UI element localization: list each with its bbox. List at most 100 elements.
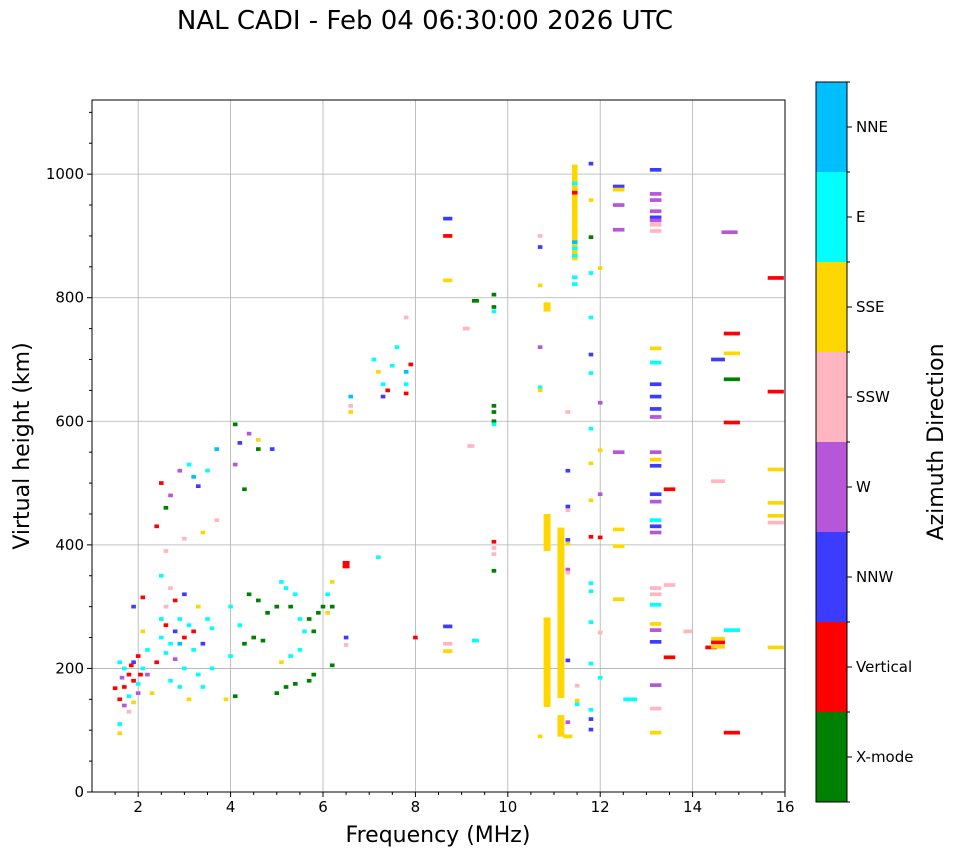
data-mark-nnw [588,161,594,166]
colorbar-tick-label: NNW [856,568,893,586]
data-mark-nnw [649,394,662,399]
data-mark-nnw [649,463,662,468]
data-mark-sse [565,541,571,546]
data-mark-nnw [565,658,571,663]
data-mark-nnw [565,504,571,509]
data-mark-sse [597,266,603,270]
data-mark-ssw [168,586,173,590]
data-mark-e [649,360,662,365]
data-mark-sse [588,461,594,466]
data-mark-vertical [723,331,740,336]
data-mark-ssw [491,552,497,556]
data-mark-e [168,678,173,683]
data-mark-x-mode [256,447,261,451]
data-mark-e [228,604,233,609]
data-mark-x-mode [329,663,335,668]
data-mark-e [723,628,740,632]
data-mark-sse [574,698,580,703]
data-mark-e [623,697,638,702]
data-mark-vertical [135,654,141,658]
colorbar-segment-e [816,172,847,262]
data-mark-sse [767,645,784,650]
x-tick-label: 10 [498,798,517,816]
data-mark-sse [117,731,123,736]
data-mark-e [205,617,210,621]
data-mark-vertical [443,234,453,238]
data-mark-vertical [128,663,134,668]
colorbar-segment-w [816,442,847,532]
data-mark-ssw [649,222,662,227]
data-mark-x-mode [471,298,479,303]
data-mark-nnw [649,524,662,529]
data-mark-sse [443,278,453,283]
data-mark-vertical [413,635,418,640]
data-mark-e [403,382,409,387]
data-mark-w [649,209,662,214]
data-mark-e [122,666,127,671]
data-marks [112,161,784,739]
colorbar-tick-label: SSW [856,388,890,406]
data-mark-nnw [537,245,543,249]
data-mark-w [168,493,173,498]
data-mark-w [649,499,662,504]
data-mark-vertical [138,672,143,677]
data-mark-nnw [343,635,349,640]
data-mark-vertical [117,697,123,702]
data-mark-nnw [131,660,136,665]
data-mark-vertical [182,635,187,640]
data-mark-ssw [649,586,662,590]
data-mark-vertical [572,190,578,195]
data-mark-vertical [385,388,390,393]
data-mark-e [297,617,303,621]
data-mark-e [279,580,284,584]
data-mark-ssw [537,234,543,238]
data-mark-w [612,203,625,207]
data-mark-sse [348,410,354,414]
data-mark-e [158,617,164,621]
data-mark-ssw [663,583,676,587]
data-mark-ssw [491,546,497,550]
data-mark-nnw [649,640,662,644]
data-mark-e [209,626,215,631]
data-mark-e [200,685,206,689]
data-mark-nnw [443,624,453,629]
y-axis-label: Virtual height (km) [10,342,35,549]
data-mark-sse [723,351,740,356]
plot-frame [91,99,786,793]
data-mark-e [376,555,381,560]
colorbar-segment-nne [816,82,847,172]
data-mark-sse [767,500,784,505]
data-mark-sse [612,527,625,532]
data-mark-e [177,685,183,689]
data-mark-ssw [182,536,187,541]
data-mark-ssw [348,403,354,408]
data-mark-w [145,672,150,677]
data-mark-sse [325,610,330,615]
data-mark-sse [279,660,284,665]
x-tick-label: 16 [775,798,794,816]
data-mark-ssw [565,508,571,513]
data-mark-w [649,628,662,632]
data-mark-x-mode [292,682,298,686]
data-mark-x-mode [251,635,257,640]
data-mark-ssw [649,592,662,597]
data-mark-sse [543,513,551,552]
colorbar-tick-label: X-mode [856,748,913,766]
data-mark-e [135,682,141,686]
data-mark-e [297,648,303,652]
data-mark-w [649,218,662,223]
y-tick-label: 1000 [46,165,84,183]
data-mark-ssw [163,549,169,553]
x-tick-label: 6 [318,798,328,816]
data-mark-sse [767,467,784,472]
data-mark-sse [767,513,784,518]
data-mark-e [588,707,594,712]
data-mark-nnw [380,394,386,399]
data-mark-x-mode [260,638,266,643]
x-tick-label: 2 [133,798,143,816]
data-mark-ssw [683,629,693,634]
data-mark-sse [329,580,335,584]
colorbar-tick-label: W [856,478,871,496]
data-mark-nnw [588,717,594,721]
